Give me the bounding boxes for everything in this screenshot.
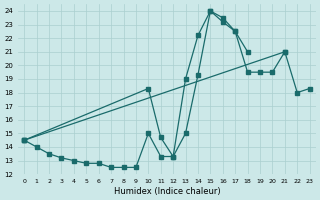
X-axis label: Humidex (Indice chaleur): Humidex (Indice chaleur) <box>114 187 220 196</box>
